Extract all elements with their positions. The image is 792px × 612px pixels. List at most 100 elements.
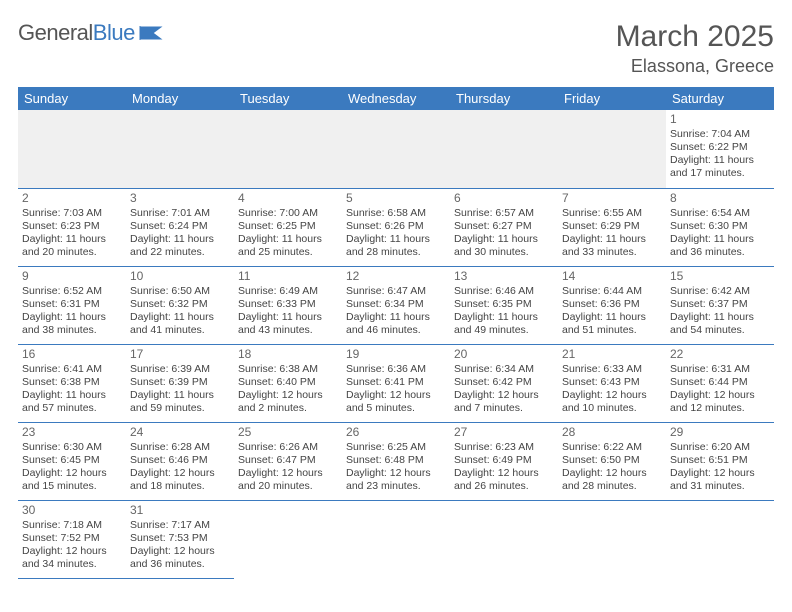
- day2-text: and 23 minutes.: [346, 480, 446, 493]
- calendar-cell: 20Sunrise: 6:34 AMSunset: 6:42 PMDayligh…: [450, 344, 558, 422]
- day1-text: Daylight: 12 hours: [22, 467, 122, 480]
- sunrise-text: Sunrise: 6:58 AM: [346, 207, 446, 220]
- sunrise-text: Sunrise: 6:42 AM: [670, 285, 770, 298]
- brand-logo: GeneralBlue: [18, 20, 165, 46]
- calendar-table: Sunday Monday Tuesday Wednesday Thursday…: [18, 87, 774, 579]
- day2-text: and 30 minutes.: [454, 246, 554, 259]
- sunset-text: Sunset: 6:36 PM: [562, 298, 662, 311]
- day1-text: Daylight: 12 hours: [238, 467, 338, 480]
- sunrise-text: Sunrise: 6:28 AM: [130, 441, 230, 454]
- day-number: 14: [562, 269, 662, 284]
- sunset-text: Sunset: 6:22 PM: [670, 141, 770, 154]
- day2-text: and 54 minutes.: [670, 324, 770, 337]
- day-number: 19: [346, 347, 446, 362]
- day2-text: and 59 minutes.: [130, 402, 230, 415]
- sunset-text: Sunset: 6:38 PM: [22, 376, 122, 389]
- sunset-text: Sunset: 6:37 PM: [670, 298, 770, 311]
- day-number: 29: [670, 425, 770, 440]
- day-number: 1: [670, 112, 770, 127]
- day2-text: and 31 minutes.: [670, 480, 770, 493]
- brand-part2: Blue: [93, 20, 135, 46]
- sunset-text: Sunset: 6:32 PM: [130, 298, 230, 311]
- day-number: 26: [346, 425, 446, 440]
- day-number: 16: [22, 347, 122, 362]
- day2-text: and 33 minutes.: [562, 246, 662, 259]
- day2-text: and 57 minutes.: [22, 402, 122, 415]
- calendar-cell: [558, 110, 666, 188]
- calendar-cell: [18, 110, 126, 188]
- calendar-row: 30Sunrise: 7:18 AMSunset: 7:52 PMDayligh…: [18, 500, 774, 578]
- day1-text: Daylight: 11 hours: [454, 233, 554, 246]
- sunset-text: Sunset: 6:31 PM: [22, 298, 122, 311]
- day-number: 7: [562, 191, 662, 206]
- day2-text: and 17 minutes.: [670, 167, 770, 180]
- day-number: 9: [22, 269, 122, 284]
- day2-text: and 43 minutes.: [238, 324, 338, 337]
- sunrise-text: Sunrise: 6:57 AM: [454, 207, 554, 220]
- sunrise-text: Sunrise: 6:20 AM: [670, 441, 770, 454]
- col-wed: Wednesday: [342, 87, 450, 110]
- calendar-row: 16Sunrise: 6:41 AMSunset: 6:38 PM Dayligh…: [18, 344, 774, 422]
- sunrise-text: Sunrise: 6:23 AM: [454, 441, 554, 454]
- col-mon: Monday: [126, 87, 234, 110]
- day1-text: Daylight: 12 hours: [130, 467, 230, 480]
- day1-text: Daylight: 11 hours: [346, 311, 446, 324]
- sunset-text: Sunset: 6:47 PM: [238, 454, 338, 467]
- sunset-text: Sunset: 6:50 PM: [562, 454, 662, 467]
- day1-text: Daylight: 12 hours: [346, 389, 446, 402]
- day2-text: and 36 minutes.: [670, 246, 770, 259]
- col-sat: Saturday: [666, 87, 774, 110]
- day1-text: Daylight: 11 hours: [22, 311, 122, 324]
- calendar-cell: 21Sunrise: 6:33 AMSunset: 6:43 PMDayligh…: [558, 344, 666, 422]
- day-number: 21: [562, 347, 662, 362]
- sunrise-text: Sunrise: 6:50 AM: [130, 285, 230, 298]
- day2-text: and 49 minutes.: [454, 324, 554, 337]
- day2-text: and 46 minutes.: [346, 324, 446, 337]
- day1-text: Daylight: 12 hours: [562, 467, 662, 480]
- sunrise-text: Sunrise: 6:31 AM: [670, 363, 770, 376]
- day-number: 3: [130, 191, 230, 206]
- sunset-text: Sunset: 6:40 PM: [238, 376, 338, 389]
- day1-text: Daylight: 12 hours: [670, 467, 770, 480]
- sunrise-text: Sunrise: 6:41 AM: [22, 363, 122, 376]
- day-number: 18: [238, 347, 338, 362]
- day2-text: and 41 minutes.: [130, 324, 230, 337]
- calendar-cell: 30Sunrise: 7:18 AMSunset: 7:52 PMDayligh…: [18, 500, 126, 578]
- day2-text: and 28 minutes.: [346, 246, 446, 259]
- calendar-cell: [450, 110, 558, 188]
- calendar-cell: [666, 500, 774, 578]
- sunrise-text: Sunrise: 6:33 AM: [562, 363, 662, 376]
- day1-text: Daylight: 11 hours: [346, 233, 446, 246]
- calendar-cell: 24Sunrise: 6:28 AMSunset: 6:46 PMDayligh…: [126, 422, 234, 500]
- day1-text: Daylight: 11 hours: [670, 233, 770, 246]
- calendar-cell: [342, 110, 450, 188]
- sunrise-text: Sunrise: 6:44 AM: [562, 285, 662, 298]
- day1-text: Daylight: 11 hours: [238, 311, 338, 324]
- day1-text: Daylight: 11 hours: [670, 311, 770, 324]
- calendar-cell: [234, 110, 342, 188]
- day2-text: and 38 minutes.: [22, 324, 122, 337]
- col-fri: Friday: [558, 87, 666, 110]
- calendar-cell: 15Sunrise: 6:42 AMSunset: 6:37 PMDayligh…: [666, 266, 774, 344]
- sunset-text: Sunset: 7:53 PM: [130, 532, 230, 545]
- sunrise-text: Sunrise: 6:30 AM: [22, 441, 122, 454]
- day1-text: Daylight: 11 hours: [130, 311, 230, 324]
- sunset-text: Sunset: 6:25 PM: [238, 220, 338, 233]
- calendar-row: 2Sunrise: 7:03 AMSunset: 6:23 PMDaylight…: [18, 188, 774, 266]
- sunset-text: Sunset: 6:48 PM: [346, 454, 446, 467]
- calendar-cell: 28Sunrise: 6:22 AMSunset: 6:50 PMDayligh…: [558, 422, 666, 500]
- location: Elassona, Greece: [616, 56, 774, 77]
- day2-text: and 5 minutes.: [346, 402, 446, 415]
- day-number: 13: [454, 269, 554, 284]
- sunrise-text: Sunrise: 6:55 AM: [562, 207, 662, 220]
- col-sun: Sunday: [18, 87, 126, 110]
- day1-text: Daylight: 11 hours: [130, 389, 230, 402]
- day1-text: Daylight: 11 hours: [670, 154, 770, 167]
- sunrise-text: Sunrise: 6:36 AM: [346, 363, 446, 376]
- calendar-cell: 11Sunrise: 6:49 AMSunset: 6:33 PMDayligh…: [234, 266, 342, 344]
- calendar-cell: [126, 110, 234, 188]
- day1-text: Daylight: 12 hours: [346, 467, 446, 480]
- sunset-text: Sunset: 6:30 PM: [670, 220, 770, 233]
- day1-text: Daylight: 12 hours: [238, 389, 338, 402]
- calendar-cell: 6Sunrise: 6:57 AMSunset: 6:27 PMDaylight…: [450, 188, 558, 266]
